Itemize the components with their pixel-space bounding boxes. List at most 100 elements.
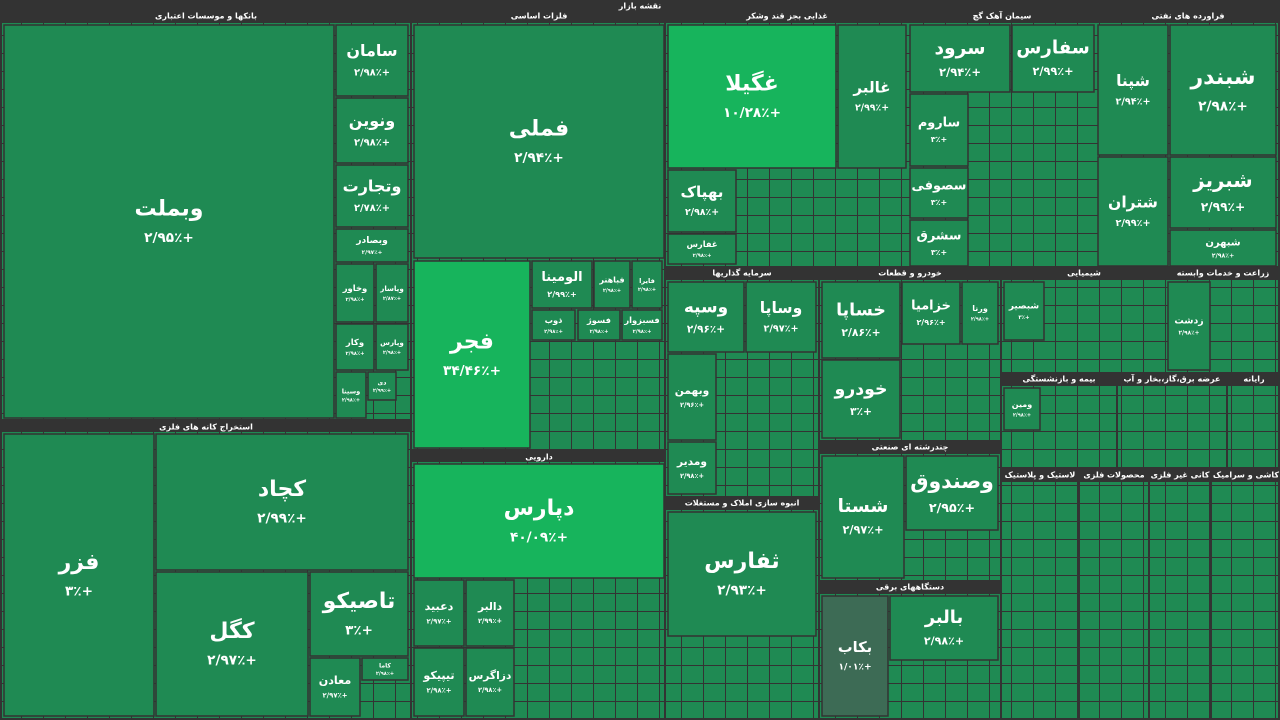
- stock-change: +۲/۹۸٪: [345, 351, 364, 357]
- stock-tile[interactable]: [531, 260, 593, 309]
- stock-tile[interactable]: [1169, 156, 1277, 229]
- stock-tile[interactable]: [465, 579, 515, 647]
- stock-tile[interactable]: [837, 24, 907, 169]
- stock-tile[interactable]: [821, 595, 889, 717]
- stock-tile[interactable]: [909, 167, 969, 219]
- stock-change: +۳٪: [1018, 315, 1030, 321]
- sector-header: لاستیک و پلاستیک: [1005, 471, 1076, 480]
- stock-change: +۲/۹۶٪: [680, 401, 704, 409]
- sector-area: [1118, 386, 1226, 468]
- stock-tile[interactable]: [667, 24, 837, 169]
- stock-change: +۲/۹۷٪: [322, 691, 347, 699]
- stock-tile[interactable]: [577, 309, 621, 341]
- sector-header: انبوه سازی املاک و مستغلات: [685, 499, 800, 508]
- stock-tile[interactable]: [155, 571, 309, 717]
- stock-tile[interactable]: [335, 263, 375, 323]
- sector-header: خودرو و قطعات: [878, 269, 942, 278]
- stock-name: فملی: [509, 116, 569, 141]
- stock-tile[interactable]: [413, 24, 665, 259]
- stock-tile[interactable]: [309, 657, 361, 717]
- stock-name: ذوب: [545, 315, 563, 326]
- stock-tile[interactable]: [413, 579, 465, 647]
- stock-tile[interactable]: [465, 647, 515, 717]
- stock-name: سفارس: [1016, 37, 1090, 58]
- stock-tile[interactable]: [821, 455, 905, 579]
- stock-tile[interactable]: [889, 595, 999, 661]
- stock-tile[interactable]: [593, 260, 631, 309]
- stock-tile[interactable]: [335, 164, 409, 228]
- stock-tile[interactable]: [667, 233, 737, 265]
- stock-tile[interactable]: [361, 657, 409, 681]
- stock-tile[interactable]: [1097, 156, 1169, 267]
- stock-tile[interactable]: [1097, 24, 1169, 156]
- stock-change: +۲/۹۸٪: [603, 288, 621, 294]
- stock-tile[interactable]: [621, 309, 663, 341]
- stock-tile[interactable]: [667, 353, 717, 441]
- stock-tile[interactable]: [745, 281, 817, 353]
- stock-tile[interactable]: [667, 281, 745, 353]
- stock-name: غالبر: [852, 79, 890, 97]
- stock-tile[interactable]: [905, 455, 999, 531]
- stock-change: +۳٪: [345, 622, 373, 638]
- stock-tile[interactable]: [335, 97, 409, 164]
- stock-tile[interactable]: [413, 260, 531, 449]
- stock-tile[interactable]: [667, 441, 717, 495]
- stock-tile[interactable]: [909, 219, 969, 267]
- stock-tile[interactable]: [309, 571, 409, 657]
- stock-tile[interactable]: [631, 260, 663, 309]
- stock-change: +۲/۹۸٪: [924, 634, 964, 647]
- stock-tile[interactable]: [1169, 229, 1277, 267]
- stock-tile[interactable]: [375, 323, 409, 371]
- stock-tile[interactable]: [1167, 281, 1211, 371]
- stock-name: کاما: [379, 663, 391, 670]
- stock-tile[interactable]: [413, 463, 665, 579]
- stock-tile[interactable]: [375, 263, 409, 323]
- stock-name: ورنا: [972, 304, 988, 313]
- stock-tile[interactable]: [909, 24, 1011, 93]
- sector-area: [1228, 386, 1278, 468]
- stock-tile[interactable]: [961, 281, 999, 345]
- stock-tile[interactable]: [3, 24, 335, 419]
- stock-tile[interactable]: [1011, 24, 1095, 93]
- stock-tile[interactable]: [3, 433, 155, 717]
- stock-tile[interactable]: [667, 511, 817, 637]
- stock-tile[interactable]: [1169, 24, 1277, 156]
- sector-header: عرضه برق،گاز،بخار و آب: [1124, 374, 1221, 384]
- stock-tile[interactable]: [367, 371, 397, 401]
- stock-change: +۲/۹۸٪: [342, 398, 360, 404]
- stock-tile[interactable]: [335, 24, 409, 97]
- sector-header: سیمان آهک گچ: [973, 11, 1032, 21]
- stock-tile[interactable]: [909, 93, 969, 167]
- stock-name: شتران: [1108, 193, 1158, 211]
- stock-change: +۲/۹۵٪: [144, 230, 194, 246]
- sector-header: بیمه و بازنشستگی: [1023, 374, 1096, 384]
- sector-area: [1080, 482, 1148, 718]
- stock-tile[interactable]: [901, 281, 961, 345]
- stock-name: سرود: [935, 38, 986, 59]
- stock-change: +۲/۹۸٪: [478, 686, 502, 694]
- stock-tile[interactable]: [155, 433, 409, 571]
- stock-tile[interactable]: [821, 281, 901, 359]
- stock-name: فایرا: [639, 277, 655, 285]
- stock-tile[interactable]: [531, 309, 576, 341]
- stock-name: سامان: [346, 41, 397, 60]
- stock-tile[interactable]: [335, 323, 375, 371]
- sector-header: سرمایه گذاریها: [712, 268, 771, 278]
- stock-tile[interactable]: [667, 169, 737, 233]
- stock-tile[interactable]: [1003, 281, 1045, 341]
- stock-tile[interactable]: [335, 228, 409, 263]
- stock-name: شستا: [838, 496, 889, 517]
- stock-tile[interactable]: [821, 359, 901, 439]
- stock-change: +۳٪: [931, 248, 947, 257]
- stock-name: ومین: [1012, 400, 1032, 409]
- stock-name: وکار: [345, 337, 364, 348]
- stock-tile[interactable]: [1003, 387, 1041, 431]
- stock-name: خزامیا: [911, 298, 951, 313]
- stock-name: بالبر: [924, 608, 963, 628]
- stock-tile[interactable]: [335, 371, 367, 419]
- stock-change: +۲/۹۸٪: [354, 68, 390, 79]
- stock-name: زدشت: [1174, 315, 1203, 326]
- stock-change: +۲/۷۸٪: [354, 203, 390, 214]
- sector-header: فراورده های نفتی: [1152, 12, 1225, 21]
- stock-tile[interactable]: [413, 647, 465, 717]
